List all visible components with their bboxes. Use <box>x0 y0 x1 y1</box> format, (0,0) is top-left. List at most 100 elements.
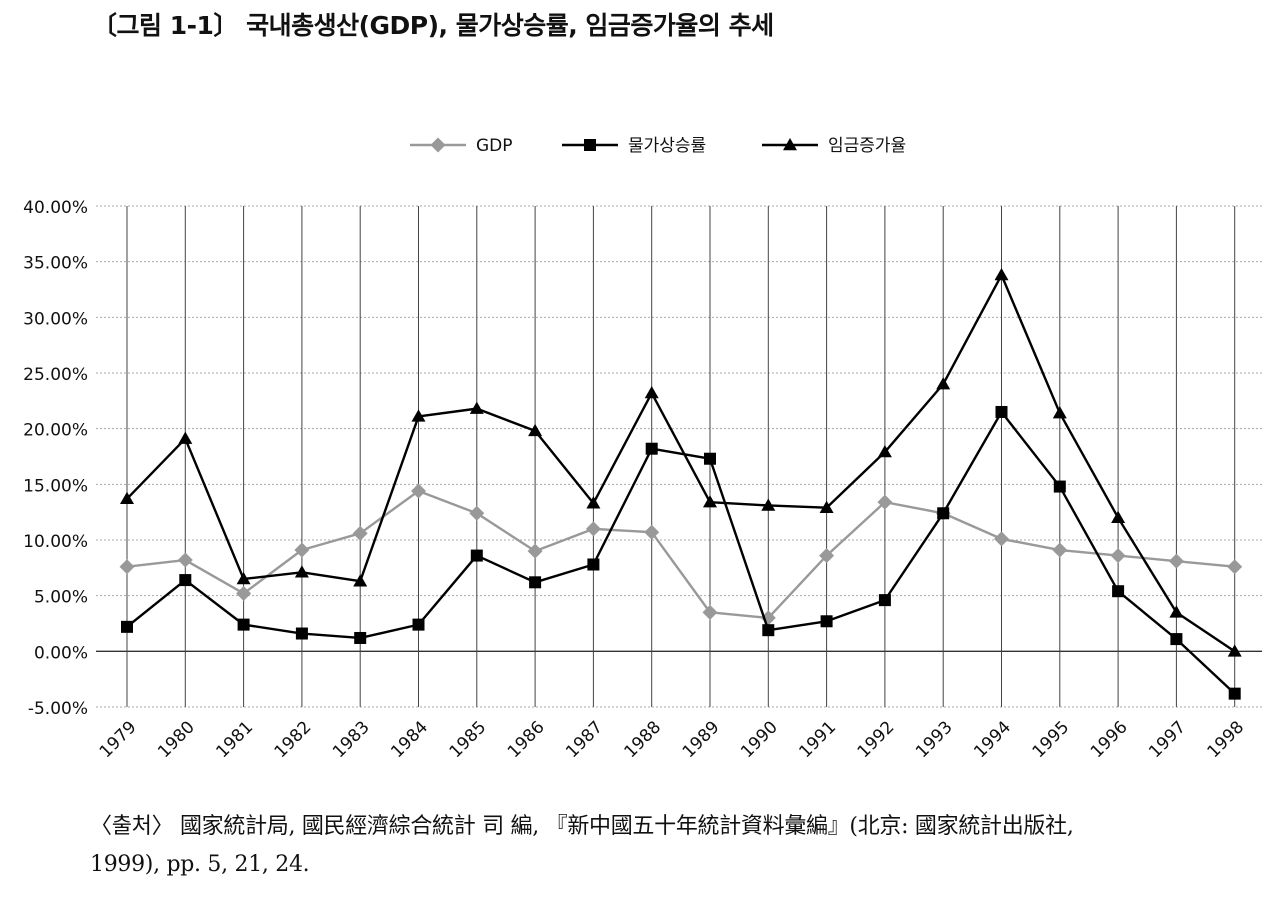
series-line-0 <box>126 489 1235 620</box>
x-tick-label: 1985 <box>446 717 491 762</box>
data-point <box>819 548 835 564</box>
data-point <box>529 576 542 589</box>
data-point <box>237 618 250 631</box>
data-point <box>295 627 308 640</box>
y-axis-tick-labels: 40.00% 35.00% 30.00% 25.00% 20.00% 15.00% 10.0… <box>23 198 88 719</box>
x-tick-label: 1984 <box>387 717 432 762</box>
y-tick-label: 35.00% <box>23 254 88 274</box>
data-point <box>412 618 425 631</box>
y-tick-label: 0.00% <box>34 643 88 663</box>
line-chart: 40.00% 35.00% 30.00% 25.00% 20.00% 15.00% 10.0… <box>23 136 1262 762</box>
data-point <box>645 442 658 455</box>
x-tick-label: 1993 <box>912 717 957 762</box>
x-tick-label: 1996 <box>1087 717 1132 762</box>
chart-grid <box>96 205 1262 708</box>
data-point <box>937 507 950 520</box>
data-point <box>1112 585 1125 598</box>
data-point <box>121 620 133 633</box>
x-tick-label: 1991 <box>795 717 840 762</box>
data-point <box>702 604 718 620</box>
data-point <box>469 505 485 521</box>
x-tick-label: 1994 <box>970 717 1015 762</box>
data-point <box>411 409 426 422</box>
data-point <box>703 495 717 508</box>
legend-label: 임금증가율 <box>828 136 906 156</box>
y-tick-label: 40.00% <box>23 198 88 218</box>
chart-series <box>119 268 1243 700</box>
y-tick-label: 20.00% <box>23 421 88 441</box>
data-point <box>470 549 483 562</box>
x-tick-label: 1998 <box>1203 717 1248 762</box>
series-line-2 <box>126 273 1236 653</box>
data-point <box>411 483 426 499</box>
data-point <box>179 574 192 587</box>
data-point <box>352 525 368 541</box>
data-point <box>587 558 600 571</box>
x-axis-tick-labels: 1979 1980 1981 1982 1983 1984 1985 1986 1987 1988… <box>96 717 1248 762</box>
data-point <box>994 531 1009 547</box>
legend-label: GDP <box>476 136 513 156</box>
data-point <box>119 559 135 575</box>
data-point <box>994 268 1009 281</box>
data-point <box>178 431 193 444</box>
y-tick-label: 10.00% <box>23 532 88 552</box>
data-point <box>936 377 951 390</box>
data-point <box>1052 406 1067 419</box>
data-point <box>1228 687 1241 700</box>
legend-label: 물가상승률 <box>628 136 706 156</box>
data-point <box>469 401 484 414</box>
y-tick-label: 25.00% <box>23 365 88 385</box>
data-point <box>644 386 659 399</box>
data-point <box>761 498 776 511</box>
data-point <box>236 571 251 585</box>
x-tick-label: 1988 <box>621 717 666 762</box>
data-point <box>1053 480 1066 493</box>
x-tick-label: 1995 <box>1029 717 1074 762</box>
x-tick-label: 1997 <box>1145 717 1190 762</box>
data-point <box>877 494 893 510</box>
data-point <box>585 521 601 537</box>
data-point <box>820 615 833 628</box>
data-point <box>1169 605 1184 618</box>
data-point <box>1170 633 1183 646</box>
data-point <box>995 405 1008 418</box>
data-point <box>1052 542 1068 558</box>
source-note: 〈출처〉 國家統計局, 國民經濟綜合統計 司 編, 『新中國五十年統計資料彙編』… <box>90 808 1260 884</box>
data-point <box>1227 559 1243 575</box>
x-tick-label: 1979 <box>96 717 141 762</box>
x-tick-label: 1989 <box>679 717 724 762</box>
data-point <box>120 491 134 505</box>
data-point <box>354 631 367 644</box>
legend-marker <box>584 139 596 151</box>
data-point <box>527 543 543 559</box>
data-point <box>1168 553 1184 569</box>
x-tick-label: 1990 <box>737 717 782 762</box>
figure-title: 〔그림 1-1〕 국내총생산(GDP), 물가상승률, 임금증가율의 추세 <box>92 11 774 40</box>
y-tick-label: 5.00% <box>34 588 88 608</box>
data-point <box>528 423 543 437</box>
data-point <box>353 574 368 587</box>
source-line-1: 〈출처〉 國家統計局, 國民經濟綜合統計 司 編, 『新中國五十年統計資料彙編』… <box>90 814 1074 839</box>
data-point <box>586 496 601 509</box>
data-point <box>878 594 891 607</box>
y-tick-label: 30.00% <box>23 309 88 329</box>
x-tick-label: 1983 <box>329 717 374 762</box>
data-point <box>877 445 892 458</box>
x-tick-label: 1981 <box>212 717 257 762</box>
data-point <box>819 500 834 513</box>
y-tick-label: 15.00% <box>23 476 88 496</box>
data-point <box>294 542 310 558</box>
y-tick-label: -5.00% <box>28 699 88 719</box>
source-line-2: 1999), pp. 5, 21, 24. <box>90 852 310 877</box>
x-tick-label: 1982 <box>271 717 316 762</box>
series-line-1 <box>126 410 1236 695</box>
legend-marker <box>783 138 797 151</box>
data-point <box>294 565 309 578</box>
data-point <box>236 585 252 601</box>
data-point <box>704 452 716 465</box>
legend-marker <box>430 137 446 153</box>
data-point <box>1111 510 1126 523</box>
data-point <box>762 624 775 637</box>
data-point <box>1227 644 1242 657</box>
x-tick-label: 1980 <box>154 717 199 762</box>
